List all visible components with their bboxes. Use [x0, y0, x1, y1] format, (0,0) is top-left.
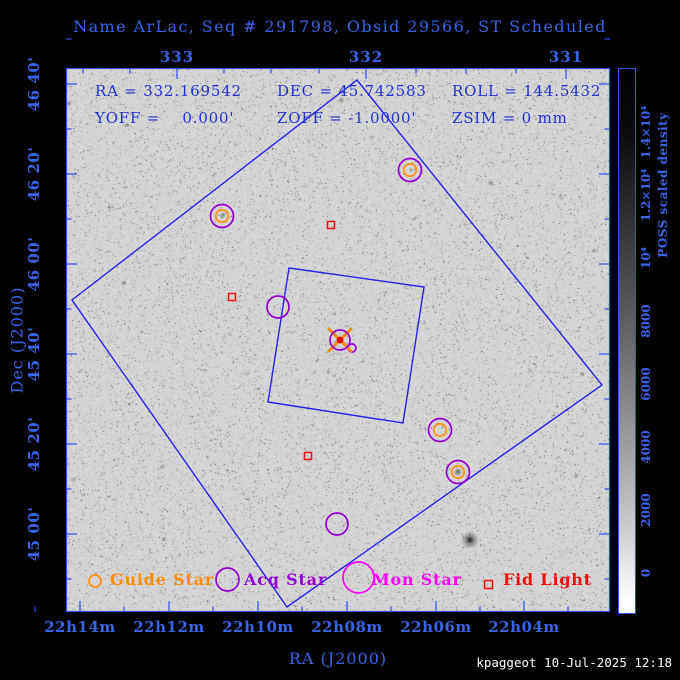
colorbar-tick-label: 8000	[639, 304, 653, 338]
x-axis-label: RA (J2000)	[288, 649, 388, 668]
colorbar-axis-label: POSS scaled density	[656, 112, 670, 258]
guide-star-icon	[88, 574, 102, 588]
info-zoff: ZOFF = -1.0000'	[277, 109, 417, 127]
colorbar	[618, 68, 636, 614]
colorbar-tick-label: 4000	[639, 430, 653, 464]
info-zsim: ZSIM = 0 mm	[452, 109, 568, 127]
legend-guide-star-label: Guide Star	[110, 570, 215, 589]
bottom-axis-tick-label: 22h10m	[222, 618, 294, 636]
info-ra: RA = 332.169542	[95, 82, 242, 100]
acq-star-icon	[215, 567, 240, 592]
top-axis-tick-label: 333	[159, 48, 195, 66]
left-axis-tick-label: 45 40'	[25, 326, 43, 382]
mon-star-icon	[342, 561, 375, 594]
colorbar-tick-label: 6000	[639, 367, 653, 401]
legend-acq-star-label: Acq Star	[244, 570, 328, 589]
fid-light-icon	[483, 579, 494, 590]
colorbar-tick-label: 10⁴	[639, 247, 653, 269]
dss-starfield-image	[66, 68, 610, 612]
colorbar-tick-label: 2000	[639, 493, 653, 527]
bottom-axis-tick-label: 22h08m	[311, 618, 383, 636]
info-dec: DEC = 45.742583	[277, 82, 427, 100]
y-axis-label: Dec (J2000)	[7, 286, 27, 394]
bottom-axis-tick-label: 22h06m	[400, 618, 472, 636]
colorbar-tick-label: 0	[639, 568, 653, 578]
legend-mon-star-label: Mon Star	[372, 570, 462, 589]
left-axis-tick-label: 45 20'	[25, 416, 43, 472]
top-axis-tick-label: 332	[348, 48, 384, 66]
left-axis-tick-label: 45 00'	[25, 506, 43, 562]
bottom-axis-tick-label: 22h04m	[488, 618, 560, 636]
bottom-axis-tick-label: 22h12m	[133, 618, 205, 636]
left-axis-tick-label: 46 40'	[25, 56, 43, 112]
info-roll: ROLL = 144.5432	[452, 82, 602, 100]
footer-timestamp: kpaggeot 10-Jul-2025 12:18	[476, 655, 672, 670]
top-axis-tick-label: 331	[548, 48, 584, 66]
left-axis-tick-label: 46 00'	[25, 236, 43, 292]
colorbar-tick-label: 1.2×10⁴	[639, 168, 653, 222]
legend-fid-light-label: Fid Light	[503, 570, 592, 589]
info-yoff: YOFF = 0.000'	[95, 109, 235, 127]
left-axis-tick-label: 46 20'	[25, 146, 43, 202]
colorbar-tick-label: 1.4×10⁴	[639, 105, 653, 159]
plot-title: Name ArLac, Seq # 291798, Obsid 29566, S…	[73, 17, 607, 36]
bottom-axis-tick-label: 22h14m	[44, 618, 116, 636]
